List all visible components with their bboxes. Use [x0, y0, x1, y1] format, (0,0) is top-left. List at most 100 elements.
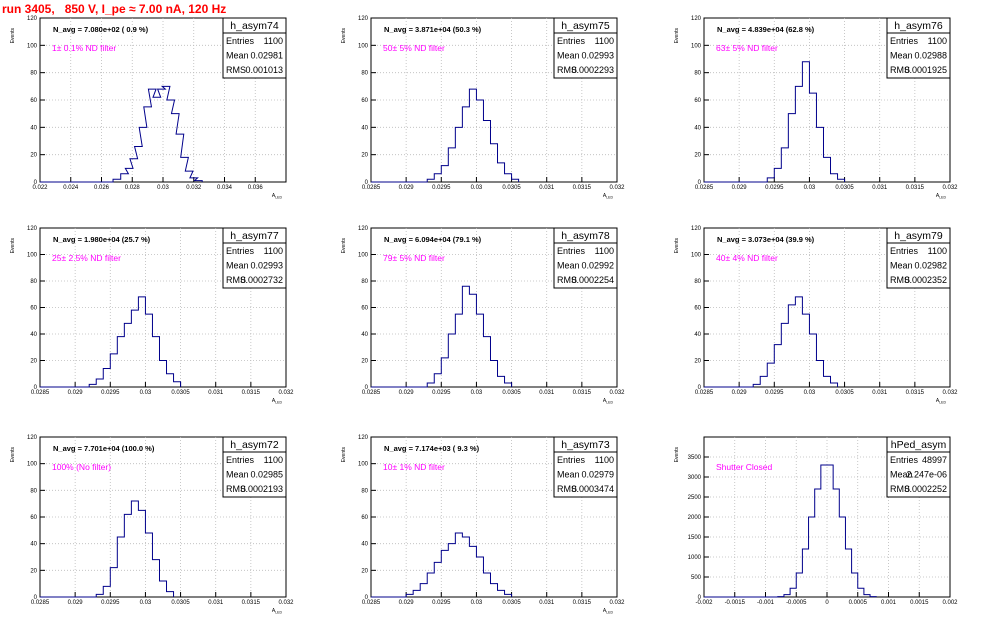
x-tick-label: 0.0015 [910, 600, 929, 606]
x-tick-label: 0.0295 [765, 390, 784, 396]
stats-value: 0.02981 [250, 51, 283, 61]
y-tick-label: 1500 [688, 535, 702, 541]
filter-label: 25± 2.5% ND filter [52, 253, 121, 263]
y-tick-label: 60 [694, 98, 701, 104]
stats-box [222, 17, 287, 79]
y-tick-label: 80 [361, 71, 368, 77]
y-tick-label: 2000 [688, 515, 702, 521]
y-tick-label: 60 [361, 515, 368, 521]
y-tick-label: 40 [30, 542, 37, 548]
y-tick-label: 20 [361, 359, 368, 365]
stats-value: 0.02993 [250, 261, 283, 271]
stats-value: 0.02988 [914, 51, 947, 61]
y-tick-label: 40 [30, 125, 37, 131]
stats-value: 0.0002293 [571, 65, 614, 75]
stats-value: 0.0002193 [240, 484, 283, 494]
filter-label: Shutter Closed [716, 462, 772, 472]
x-tick-label: 0.001 [881, 600, 897, 606]
stats-box [886, 227, 951, 289]
x-tick-label: 0.0305 [171, 600, 190, 606]
filter-label: 10± 1% ND filter [383, 462, 445, 472]
y-axis-title: Events [341, 447, 347, 463]
x-tick-label: 0.029 [399, 390, 415, 396]
y-tick-label: 120 [691, 226, 702, 232]
x-tick-label: 0.0005 [849, 600, 868, 606]
y-tick-label: 0 [698, 180, 702, 186]
stats-label: Mean [557, 51, 580, 61]
x-tick-label: 0.0285 [31, 600, 50, 606]
y-tick-label: 20 [30, 568, 37, 574]
stats-label: Entries [890, 455, 919, 465]
histogram-name: h_asym77 [230, 230, 279, 242]
stats-value: 0.0002352 [904, 275, 947, 285]
y-tick-label: 0 [698, 595, 702, 601]
x-tick-label: 0.0285 [362, 600, 381, 606]
histogram-series [704, 464, 877, 598]
stats-value: 0.0002732 [240, 275, 283, 285]
y-tick-label: 100 [691, 253, 702, 259]
x-tick-label: 0.029 [68, 600, 84, 606]
y-axis-title: Events [674, 447, 680, 463]
y-tick-label: 120 [27, 435, 38, 441]
histogram-panel-h_asym73: 0.0285 0.029 0.0295 0.03 0.0305 0.031 0.0315 0.… [341, 435, 625, 615]
navg-label: N_avg = 6.094e+04 (79.1 %) [384, 235, 482, 244]
y-tick-label: 0 [34, 180, 38, 186]
stats-label: Mean [226, 51, 249, 61]
y-tick-label: 40 [30, 332, 37, 338]
y-axis-title: Events [10, 28, 16, 44]
stats-label: Entries [226, 36, 255, 46]
stats-label: Entries [890, 36, 919, 46]
stats-value: 0.0003474 [571, 484, 614, 494]
stats-label: Entries [890, 246, 919, 256]
stats-label: RMS [890, 65, 910, 75]
stats-label: Entries [226, 455, 255, 465]
y-tick-label: 80 [30, 488, 37, 494]
x-axis-title: ALED [936, 193, 947, 200]
x-tick-label: 0.032 [609, 600, 625, 606]
x-tick-label: 0.03 [471, 390, 483, 396]
y-tick-label: 500 [691, 575, 702, 581]
x-tick-label: 0.0305 [835, 390, 854, 396]
stats-value: 1100 [264, 36, 283, 46]
x-tick-label: 0.029 [732, 390, 748, 396]
stats-label: Mean [890, 261, 913, 271]
stats-label: Entries [226, 246, 255, 256]
histogram-name: h_asym78 [561, 230, 610, 242]
run-title: run 3405, 850 V, I_pe ≈ 7.00 nA, 120 Hz [2, 2, 227, 16]
filter-label: 50± 5% ND filter [383, 43, 445, 53]
navg-label: N_avg = 7.080e+02 ( 0.9 %) [53, 25, 149, 34]
x-tick-label: 0.032 [609, 185, 625, 191]
y-tick-label: 100 [358, 462, 369, 468]
y-tick-label: 20 [694, 359, 701, 365]
stats-value: 0.02979 [581, 470, 614, 480]
x-tick-label: 0.0285 [695, 185, 714, 191]
x-tick-label: 0.0315 [242, 390, 261, 396]
x-tick-label: 0.0295 [101, 600, 120, 606]
stats-label: Mean [226, 470, 249, 480]
histogram-series [40, 296, 182, 388]
histogram-name: h_asym73 [561, 439, 610, 451]
stats-value: 0.02992 [581, 261, 614, 271]
stats-box [886, 436, 951, 498]
stats-label: Mean [557, 261, 580, 271]
navg-label: N_avg = 7.701e+04 (100.0 %) [53, 444, 155, 453]
histogram-name: h_asym74 [230, 20, 279, 32]
histogram-panel-h_asym78: 0.0285 0.029 0.0295 0.03 0.0305 0.031 0.0315 0.… [341, 226, 625, 405]
x-tick-label: 0.0315 [573, 390, 592, 396]
y-tick-label: 2500 [688, 495, 702, 501]
x-tick-label: 0.032 [278, 600, 294, 606]
filter-label: 1± 0.1% ND filter [52, 43, 116, 53]
x-axis-title: ALED [936, 398, 947, 405]
x-axis-title: ALED [272, 193, 283, 200]
y-tick-label: 120 [358, 16, 369, 22]
stats-label: Mean [890, 470, 913, 480]
histogram-panel-h_asym74: 0.022 0.024 0.026 0.028 0.03 0.032 0.034 0.036 0… [10, 16, 287, 200]
histogram-panel-h_asym75: 0.0285 0.029 0.0295 0.03 0.0305 0.031 0.0315 0.… [341, 16, 625, 200]
stats-label: Entries [557, 455, 586, 465]
y-tick-label: 80 [361, 488, 368, 494]
stats-box [553, 17, 618, 79]
y-axis-title: Events [10, 447, 16, 463]
x-tick-label: 0.028 [125, 185, 141, 191]
x-tick-label: 0.0315 [906, 390, 925, 396]
stats-value: 48997 [922, 455, 947, 465]
